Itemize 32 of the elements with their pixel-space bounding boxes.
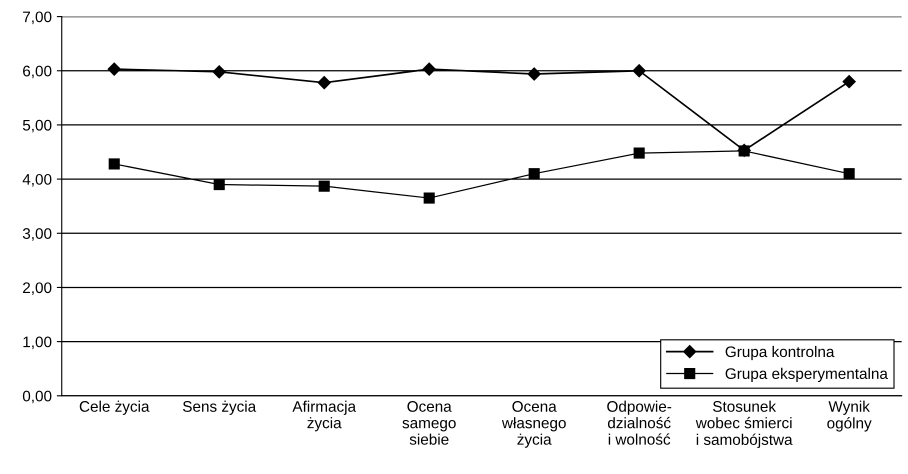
point (842, 75, 856, 88)
x-tick-label: Ocena samego siebie (402, 401, 456, 445)
y-tick-label: 7,00 (23, 11, 52, 24)
x-tick-label: Cele życia (80, 400, 150, 415)
point (318, 76, 331, 90)
x-tick-label: Sens życia (182, 400, 256, 415)
y-tick-label: 0,00 (22, 390, 52, 404)
y-tick-label: 4,00 (22, 174, 52, 187)
legend-label: Grupa kontrolna (726, 346, 834, 360)
point (318, 180, 330, 192)
point (212, 65, 226, 78)
x-tick-label: Wynik ogólny (827, 400, 872, 432)
x-tick-label: Odpowie- dzialność i wolność (607, 400, 672, 445)
x-tick-label: Stosunek wobec śmierci i samobójstwa (696, 400, 793, 448)
point (844, 168, 855, 180)
point (528, 168, 540, 180)
y-tick-label: 2,00 (23, 282, 52, 295)
legend-label: Grupa eksperymentalna (726, 368, 888, 382)
y-tick-label: 5,00 (22, 120, 52, 132)
point (632, 64, 646, 78)
x-tick-label: Ocena własnego życia (502, 401, 566, 448)
point (528, 67, 541, 81)
y-tick-label: 3,00 (22, 228, 52, 241)
point (424, 192, 435, 204)
point (108, 158, 120, 170)
y-tick-label: 6,00 (23, 66, 52, 78)
point (422, 62, 436, 76)
y-tick-label: 1,00 (23, 336, 52, 350)
point (634, 148, 645, 159)
point (214, 178, 225, 190)
x-tick-label: Afirmacja życia (292, 400, 356, 432)
point (108, 62, 121, 76)
